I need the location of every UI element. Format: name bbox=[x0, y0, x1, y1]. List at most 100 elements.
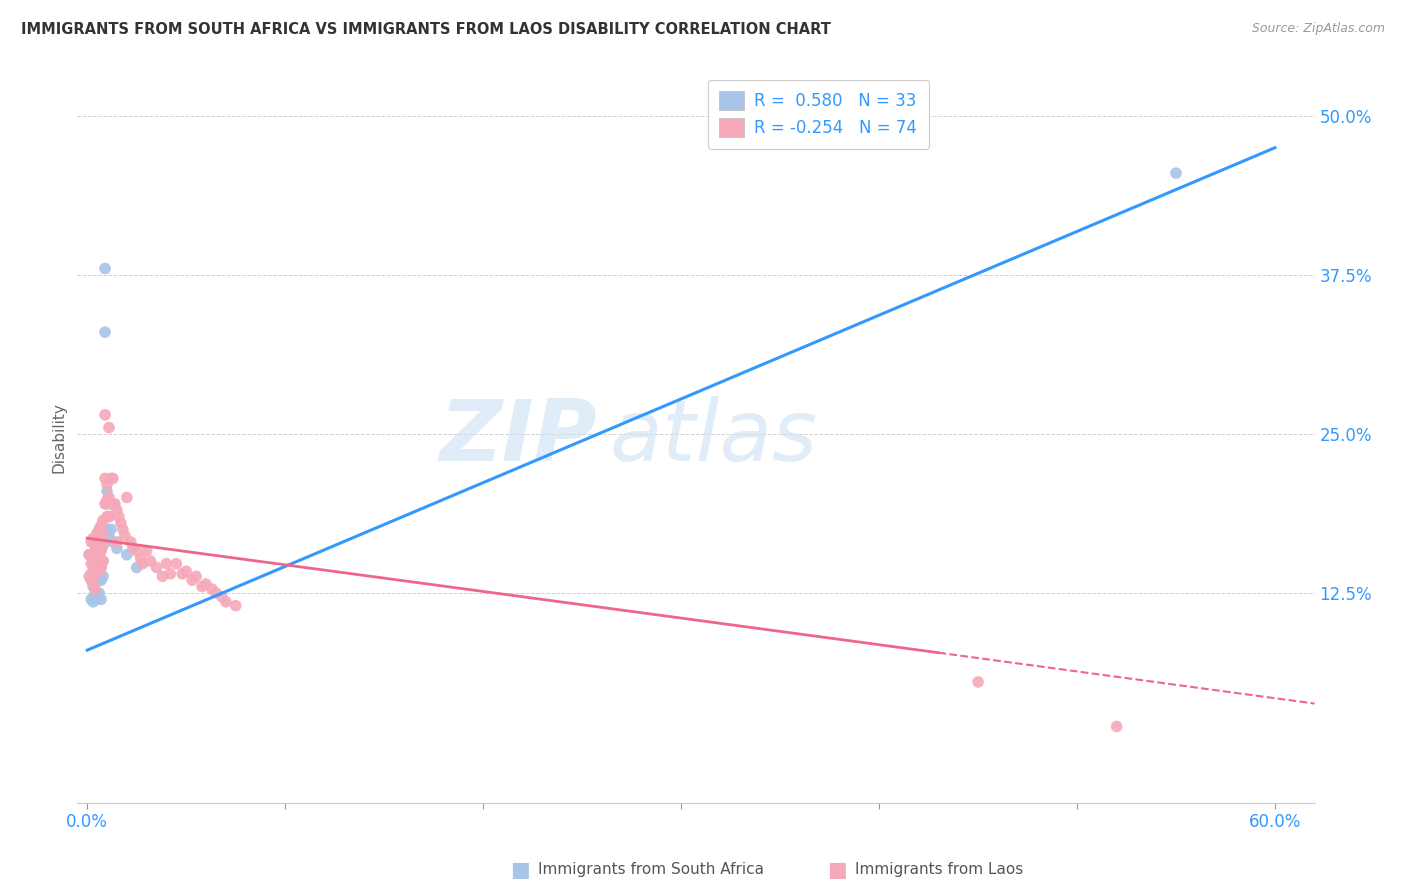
Point bbox=[125, 560, 148, 574]
Text: ■: ■ bbox=[510, 860, 530, 880]
Point bbox=[82, 531, 104, 545]
Point bbox=[211, 590, 233, 604]
Point bbox=[91, 513, 114, 527]
Point bbox=[105, 541, 128, 556]
Point bbox=[96, 477, 118, 491]
Point bbox=[135, 544, 157, 558]
Point bbox=[115, 548, 138, 562]
Point bbox=[184, 569, 207, 583]
Point bbox=[77, 569, 100, 583]
Point bbox=[84, 560, 107, 574]
Point bbox=[87, 522, 110, 536]
Point bbox=[121, 541, 143, 556]
Point bbox=[159, 566, 181, 581]
Point bbox=[87, 535, 110, 549]
Point bbox=[139, 554, 162, 568]
Point bbox=[84, 539, 107, 553]
Point bbox=[98, 509, 121, 524]
Point bbox=[195, 577, 218, 591]
Point bbox=[115, 491, 138, 505]
Point bbox=[98, 509, 121, 524]
Point bbox=[77, 548, 100, 562]
Text: Immigrants from Laos: Immigrants from Laos bbox=[855, 863, 1024, 877]
Point bbox=[91, 539, 114, 553]
Point bbox=[82, 580, 104, 594]
Point bbox=[84, 586, 107, 600]
Point bbox=[80, 557, 103, 571]
Text: ■: ■ bbox=[827, 860, 846, 880]
Text: ZIP: ZIP bbox=[439, 395, 598, 479]
Point bbox=[110, 516, 132, 530]
Point bbox=[84, 566, 107, 581]
Point bbox=[82, 548, 104, 562]
Point bbox=[86, 526, 108, 541]
Point bbox=[205, 586, 228, 600]
Point bbox=[201, 582, 224, 596]
Point bbox=[96, 522, 118, 536]
Point bbox=[100, 471, 122, 485]
Legend: R =  0.580   N = 33, R = -0.254   N = 74: R = 0.580 N = 33, R = -0.254 N = 74 bbox=[707, 79, 929, 149]
Point bbox=[105, 535, 128, 549]
Point bbox=[225, 599, 247, 613]
Point bbox=[1105, 719, 1128, 733]
Point bbox=[91, 526, 114, 541]
Point bbox=[172, 566, 194, 581]
Point bbox=[131, 557, 153, 571]
Point bbox=[96, 509, 118, 524]
Point bbox=[114, 529, 136, 543]
Point bbox=[86, 566, 108, 581]
Point bbox=[90, 573, 112, 587]
Point bbox=[87, 586, 110, 600]
Text: IMMIGRANTS FROM SOUTH AFRICA VS IMMIGRANTS FROM LAOS DISABILITY CORRELATION CHAR: IMMIGRANTS FROM SOUTH AFRICA VS IMMIGRAN… bbox=[21, 22, 831, 37]
Point bbox=[82, 577, 104, 591]
Point bbox=[215, 595, 238, 609]
Point bbox=[84, 554, 107, 568]
Point bbox=[101, 497, 124, 511]
Point bbox=[98, 529, 121, 543]
Point bbox=[96, 497, 118, 511]
Point bbox=[1164, 166, 1187, 180]
Point bbox=[87, 554, 110, 568]
Point bbox=[120, 535, 142, 549]
Point bbox=[87, 564, 110, 578]
Point bbox=[90, 541, 112, 556]
Point bbox=[86, 592, 108, 607]
Point bbox=[87, 548, 110, 562]
Point bbox=[96, 493, 118, 508]
Point bbox=[100, 497, 122, 511]
Point bbox=[82, 560, 104, 574]
Point bbox=[91, 554, 114, 568]
Point bbox=[174, 564, 197, 578]
Point bbox=[90, 531, 112, 545]
Point bbox=[94, 471, 117, 485]
Point bbox=[101, 471, 124, 485]
Point bbox=[155, 557, 177, 571]
Point bbox=[108, 509, 131, 524]
Point bbox=[94, 497, 117, 511]
Y-axis label: Disability: Disability bbox=[51, 401, 66, 473]
Point bbox=[967, 675, 990, 690]
Point bbox=[152, 569, 174, 583]
Text: Immigrants from South Africa: Immigrants from South Africa bbox=[538, 863, 765, 877]
Point bbox=[90, 592, 112, 607]
Text: Source: ZipAtlas.com: Source: ZipAtlas.com bbox=[1251, 22, 1385, 36]
Point bbox=[82, 595, 104, 609]
Point bbox=[94, 261, 117, 276]
Point bbox=[86, 548, 108, 562]
Point bbox=[80, 566, 103, 581]
Point bbox=[165, 557, 187, 571]
Point bbox=[77, 548, 100, 562]
Point bbox=[104, 497, 127, 511]
Point bbox=[111, 522, 134, 536]
Point bbox=[101, 535, 124, 549]
Point bbox=[90, 544, 112, 558]
Point bbox=[94, 408, 117, 422]
Point bbox=[94, 325, 117, 339]
Point bbox=[86, 560, 108, 574]
Point bbox=[87, 573, 110, 587]
Point bbox=[181, 573, 204, 587]
Point bbox=[91, 535, 114, 549]
Point bbox=[91, 569, 114, 583]
Point bbox=[98, 491, 121, 505]
Point bbox=[96, 484, 118, 499]
